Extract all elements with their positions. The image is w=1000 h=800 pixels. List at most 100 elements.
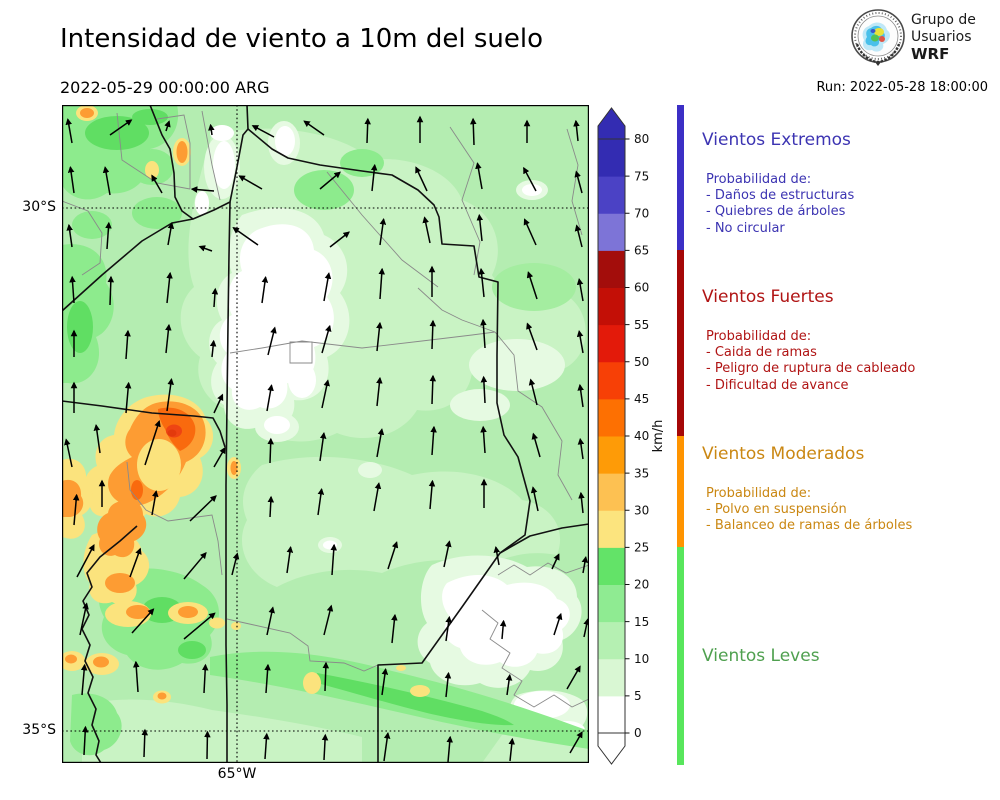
wind-arrow xyxy=(303,120,325,136)
colorbar-band xyxy=(598,324,625,363)
province-border xyxy=(566,128,583,236)
map-panel xyxy=(59,104,590,764)
category-bar-vientos-fuertes xyxy=(677,250,684,436)
wind-arrow xyxy=(72,493,80,526)
wind-arrow xyxy=(523,218,537,246)
colorbar-band xyxy=(598,139,625,177)
colorbar-over-arrow xyxy=(597,107,626,140)
wind-shading-region xyxy=(157,692,167,700)
wind-arrow xyxy=(478,267,485,298)
wind-arrow xyxy=(443,540,452,568)
colorbar-band xyxy=(598,510,625,548)
colorbar-tick-label: 20 xyxy=(634,578,649,592)
wind-arrow xyxy=(317,487,325,516)
province-border xyxy=(126,461,223,576)
wind-arrow xyxy=(573,119,580,142)
logo-line-2: Usuarios xyxy=(911,29,972,45)
colorbar-tick-label: 10 xyxy=(634,652,649,666)
wind-arrow xyxy=(499,619,507,640)
wind-arrow xyxy=(323,604,334,636)
wind-arrow xyxy=(166,271,173,304)
province-border xyxy=(497,562,590,576)
colorbar-tick-label: 75 xyxy=(634,169,649,183)
wind-arrow xyxy=(319,171,341,190)
wind-shading-region xyxy=(178,606,198,618)
wind-shading-region xyxy=(85,116,149,150)
wind-shading-region xyxy=(105,573,135,593)
wind-shading-region xyxy=(62,479,84,517)
wind-arrow xyxy=(553,612,563,636)
globe-emblem-icon xyxy=(851,9,905,66)
wind-arrow xyxy=(319,431,327,462)
wind-arrow xyxy=(370,163,378,192)
province-border xyxy=(226,618,379,672)
legend-subtitle: Probabilidad de: xyxy=(706,486,812,501)
wind-arrow xyxy=(93,423,101,454)
wind-arrow xyxy=(381,667,389,696)
wind-arrow xyxy=(391,613,398,644)
wind-shading-region xyxy=(137,439,181,491)
colorbar-band xyxy=(598,621,625,660)
wind-arrow xyxy=(129,547,142,578)
wind-arrow xyxy=(267,437,274,464)
wind-arrow xyxy=(376,321,383,352)
wind-arrow xyxy=(183,612,216,640)
wind-arrow xyxy=(329,231,350,248)
wind-shading-region xyxy=(213,141,235,189)
colorbar-tick-label: 0 xyxy=(634,726,642,740)
colorbar-tick-label: 30 xyxy=(634,503,649,517)
wind-shading-region xyxy=(167,429,177,437)
wind-arrow xyxy=(583,618,590,638)
colorbar-band xyxy=(598,250,625,288)
wind-shading-region xyxy=(522,184,542,196)
wind-arrow xyxy=(376,428,385,458)
wind-shading-region xyxy=(303,672,321,694)
colorbar-tick-label: 80 xyxy=(634,132,649,146)
wind-arrow xyxy=(505,673,513,696)
wind-shading-region xyxy=(275,126,295,156)
colorbar-tick-label: 55 xyxy=(634,318,649,332)
wind-arrow xyxy=(551,553,560,570)
wind-arrow xyxy=(330,543,338,576)
wind-shading-region xyxy=(132,197,182,229)
colorbar-band xyxy=(598,584,625,623)
colorbar-band xyxy=(598,287,625,326)
wind-arrow xyxy=(66,223,73,248)
colorbar-tick-label: 15 xyxy=(634,615,649,629)
legend-subtitle: Probabilidad de: xyxy=(706,172,812,187)
wind-shading-region xyxy=(396,665,406,671)
wind-arrow xyxy=(266,606,275,636)
legend-item: - Quiebres de árboles xyxy=(706,204,846,220)
wind-arrow xyxy=(211,287,219,308)
colorbar-tick-label: 60 xyxy=(634,281,649,295)
wind-arrow xyxy=(321,324,332,354)
province-border xyxy=(116,112,191,190)
wind-shading-region xyxy=(288,362,316,398)
logo-text: Grupo de Usuarios WRF xyxy=(911,12,976,63)
colorbar: 0 5 10 15 20 25 30 35 40 45 50 55 60 65 70 75 80 km/h xyxy=(597,107,666,765)
province-border xyxy=(229,331,496,354)
logo-line-1: Grupo de xyxy=(911,12,976,28)
wind-arrow xyxy=(69,275,76,304)
province-border xyxy=(494,331,573,501)
wind-arrow xyxy=(109,119,133,136)
wind-arrow xyxy=(576,330,584,354)
province-border xyxy=(201,110,221,201)
colorbar-panel: 0 5 10 15 20 25 30 35 40 45 50 55 60 65 70 75 80 km/h xyxy=(590,100,690,795)
wind-arrow xyxy=(323,272,332,302)
wind-arrow xyxy=(183,551,207,580)
legend-item: - No circular xyxy=(706,220,785,236)
wind-arrow xyxy=(264,663,271,694)
wind-shading-region xyxy=(131,480,143,500)
wind-arrow xyxy=(105,221,112,250)
legend-item: - Balanceo de ramas de árboles xyxy=(706,518,913,534)
wind-shading-region xyxy=(65,654,77,664)
wind-arrow xyxy=(232,227,259,246)
legend-item: - Caida de ramas xyxy=(706,345,817,361)
wind-shading-region xyxy=(210,125,234,141)
wind-shading-region xyxy=(249,313,285,357)
colorbar-band xyxy=(598,176,625,214)
wind-shading-region xyxy=(70,693,122,756)
category-bar-vientos-moderados xyxy=(677,436,684,547)
legend-title-1: Vientos Fuertes xyxy=(702,287,834,307)
